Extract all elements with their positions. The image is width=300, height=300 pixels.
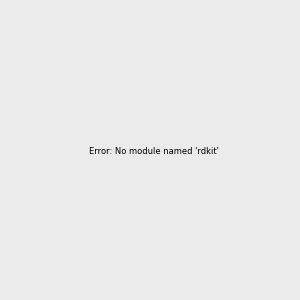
Text: Error: No module named 'rdkit': Error: No module named 'rdkit'	[89, 147, 219, 156]
